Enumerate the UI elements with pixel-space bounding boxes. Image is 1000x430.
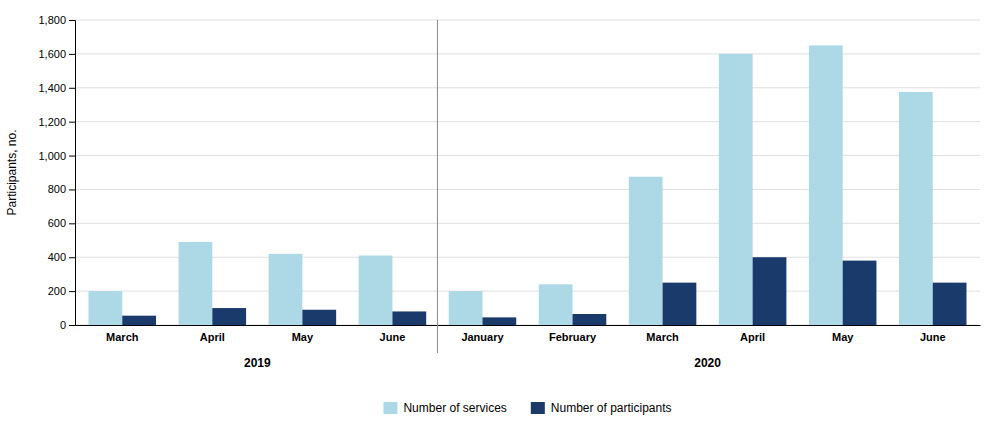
y-tick: 800 xyxy=(48,183,75,195)
y-tick: 1,800 xyxy=(38,14,75,26)
y-tick-label: 800 xyxy=(48,183,66,195)
x-tick: April xyxy=(200,331,225,343)
bar xyxy=(359,256,393,325)
y-tick: 1,600 xyxy=(38,48,75,60)
bar-series xyxy=(89,45,933,325)
y-tick-mark xyxy=(69,20,75,21)
bar xyxy=(179,242,213,325)
x-tick-label: May xyxy=(832,331,854,343)
y-tick: 1,200 xyxy=(38,116,75,128)
y-tick-label: 600 xyxy=(48,217,66,229)
x-tick-label: June xyxy=(380,331,406,343)
grid-line xyxy=(75,155,980,156)
bar xyxy=(212,308,246,325)
grid-line xyxy=(75,223,980,224)
legend-swatch xyxy=(531,402,545,414)
x-tick: June xyxy=(380,331,406,343)
legend-item: Number of services xyxy=(383,401,506,415)
x-tick-label: January xyxy=(461,331,504,343)
y-tick-mark xyxy=(69,156,75,157)
bar xyxy=(539,284,573,325)
y-tick-mark xyxy=(69,88,75,89)
y-tick-label: 1,200 xyxy=(38,116,66,128)
bars xyxy=(89,45,967,325)
y-tick-mark xyxy=(69,325,75,326)
y-tick: 1,400 xyxy=(38,82,75,94)
y-tick-mark xyxy=(69,189,75,190)
bar xyxy=(719,54,753,325)
y-tick-label: 1,600 xyxy=(38,48,66,60)
y-tick-label: 1,400 xyxy=(38,82,66,94)
bar xyxy=(843,261,877,325)
y-tick: 1,000 xyxy=(38,150,75,162)
y-tick-mark xyxy=(69,122,75,123)
bar xyxy=(629,177,663,325)
bar xyxy=(573,314,607,325)
bar xyxy=(449,291,483,325)
y-tick: 600 xyxy=(48,217,75,229)
bar xyxy=(753,257,787,325)
grid-line xyxy=(75,20,980,21)
chart: 0 200 400 600 800 1,000 1,200 1,400 1,600 1,800 Pa… xyxy=(0,0,1000,430)
group-label: 2020 xyxy=(694,356,721,370)
x-tick-label: April xyxy=(200,331,225,343)
bar xyxy=(899,92,933,325)
x-axis-line xyxy=(76,325,981,326)
y-tick-label: 0 xyxy=(60,319,66,331)
grid xyxy=(75,20,980,325)
bar xyxy=(663,283,697,325)
x-tick: March xyxy=(646,331,679,343)
x-tick: January xyxy=(461,331,504,343)
y-tick-mark xyxy=(69,54,75,55)
group-divider xyxy=(437,20,438,353)
bar xyxy=(933,283,967,325)
legend-label: Number of participants xyxy=(551,401,672,415)
y-tick-label: 200 xyxy=(48,285,66,297)
bar xyxy=(89,291,123,325)
x-tick: June xyxy=(920,331,946,343)
legend: Number of services Number of participants xyxy=(383,401,671,415)
bar-series xyxy=(122,257,966,325)
bar xyxy=(122,316,156,325)
x-tick: February xyxy=(549,331,597,343)
y-tick-label: 1,000 xyxy=(38,150,66,162)
bar xyxy=(809,45,843,325)
y-tick: 0 xyxy=(60,319,75,331)
x-tick: April xyxy=(740,331,765,343)
category-groups: 2019 2020 xyxy=(244,20,721,370)
legend-swatch xyxy=(383,402,397,414)
grid-line xyxy=(75,189,980,190)
y-axis-title: Participants, no. xyxy=(5,129,19,215)
x-axis: March April May June January February March Apr… xyxy=(76,326,981,343)
y-axis: 0 200 400 600 800 1,000 1,200 1,400 1,600 1,800 xyxy=(38,14,75,331)
x-tick: March xyxy=(106,331,139,343)
x-tick-label: March xyxy=(106,331,139,343)
plot: 0 200 400 600 800 1,000 1,200 1,400 1,600 1,800 Pa… xyxy=(5,14,981,370)
y-tick-label: 1,800 xyxy=(38,14,66,26)
y-tick: 400 xyxy=(48,251,75,263)
grid-line xyxy=(75,53,980,54)
y-tick-mark xyxy=(69,223,75,224)
legend-item: Number of participants xyxy=(531,401,672,415)
x-tick-label: February xyxy=(549,331,597,343)
x-tick-label: May xyxy=(292,331,314,343)
y-axis-line xyxy=(69,21,76,326)
y-tick: 200 xyxy=(48,285,75,297)
group-label: 2019 xyxy=(244,356,271,370)
x-tick: May xyxy=(292,331,314,343)
y-tick-label: 400 xyxy=(48,251,66,263)
bar xyxy=(392,311,426,325)
bar xyxy=(302,310,336,325)
y-tick-mark xyxy=(69,291,75,292)
x-tick: May xyxy=(832,331,854,343)
bar xyxy=(269,254,303,325)
x-tick-label: March xyxy=(646,331,679,343)
bar xyxy=(482,317,516,325)
x-tick-label: June xyxy=(920,331,946,343)
grid-line xyxy=(75,121,980,122)
legend-label: Number of services xyxy=(403,401,506,415)
y-tick-mark xyxy=(69,257,75,258)
grid-line xyxy=(75,87,980,88)
x-tick-label: April xyxy=(740,331,765,343)
